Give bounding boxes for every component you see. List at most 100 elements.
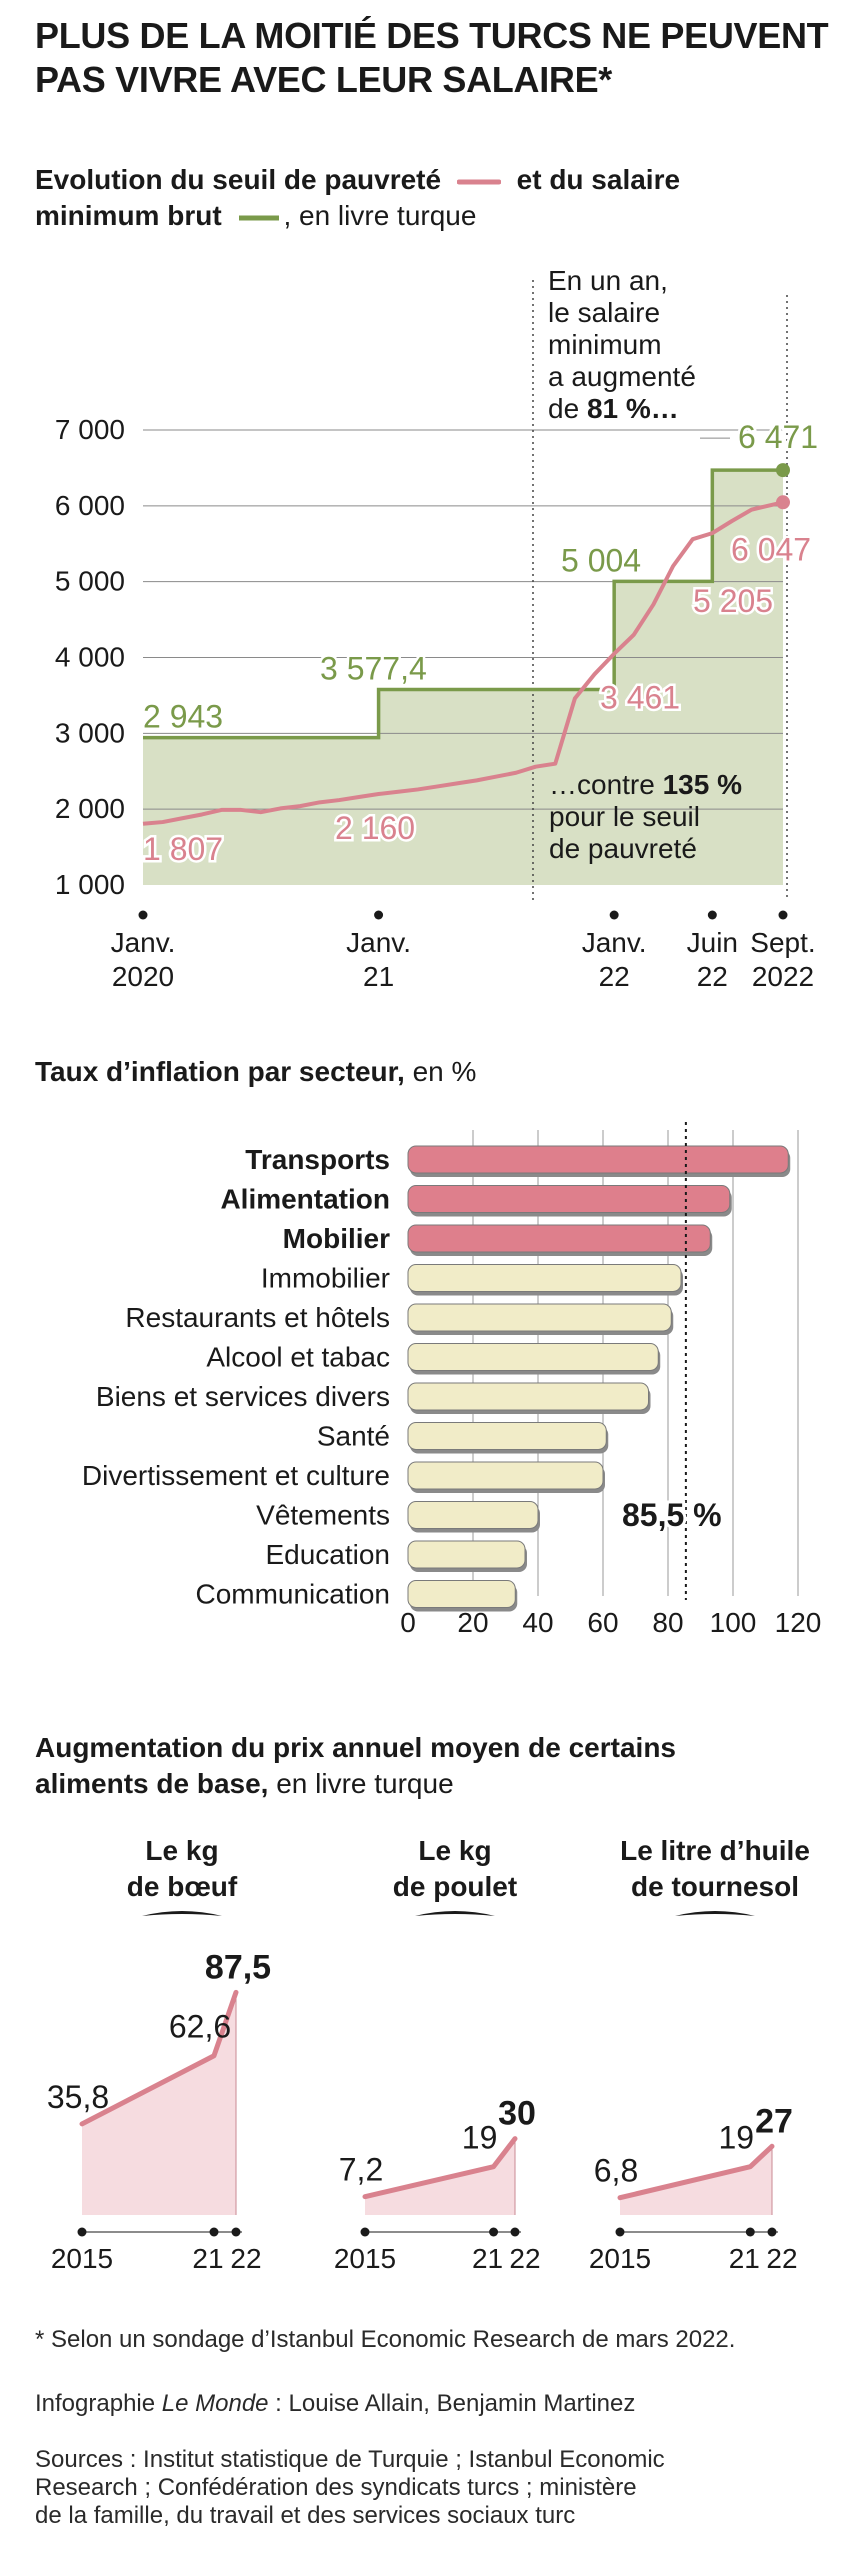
main-title-line1: PLUS DE LA MOITIÉ DES TURCS NE PEUVENT — [35, 15, 829, 56]
bar — [407, 1501, 539, 1529]
annotation-top-line: En un an, — [548, 265, 668, 296]
y-tick-label: 3 000 — [55, 717, 125, 748]
bar-category-label: Biens et services divers — [96, 1381, 390, 1412]
inflation-subtitle-unit: en % — [404, 1056, 477, 1087]
annotation-top-percent-line: de 81 %… — [548, 393, 679, 424]
annotation-top-line: a augmenté — [548, 361, 696, 392]
x-tick-dot — [615, 2227, 625, 2237]
reference-label: 85,5 % — [622, 1497, 722, 1533]
x-tick-label: 2022 — [752, 961, 814, 992]
x-tick-label: 21 — [472, 2243, 503, 2274]
x-tick-label: 100 — [710, 1607, 757, 1638]
x-tick-label: 21 — [192, 2243, 223, 2274]
bar-category-label: Alimentation — [220, 1184, 390, 1215]
inflation-bar-chart: Transports Alimentation Mobilier Immobilier… — [82, 1122, 821, 1638]
annotation-top-line: minimum — [548, 329, 662, 360]
x-tick-label: 22 — [697, 961, 728, 992]
x-tick-label: 2020 — [112, 961, 174, 992]
x-tick-dot — [489, 2227, 499, 2237]
value-label: 62,6 — [169, 2009, 231, 2045]
x-tick-dot — [77, 2227, 87, 2237]
bar-category-label: Vêtements — [256, 1500, 390, 1531]
x-tick-label: Janv. — [346, 927, 411, 958]
credit-prefix: Infographie — [35, 2390, 162, 2417]
x-tick-label: 2015 — [51, 2243, 113, 2274]
x-tick-label: Sept. — [750, 927, 815, 958]
bar — [407, 1264, 682, 1292]
title-underline-mark — [415, 1911, 495, 1916]
bar-category-label: Divertissement et culture — [82, 1460, 390, 1491]
bar-category-label: Transports — [245, 1144, 390, 1175]
wage-subtitle-unit: , en livre turque — [283, 200, 477, 231]
x-tick-label: 40 — [522, 1607, 553, 1638]
wage-legend-swatch — [239, 215, 280, 221]
wage-subtitle-and: et du salaire — [516, 164, 681, 195]
x-tick-dot — [209, 2227, 219, 2237]
bar-category-label: Immobilier — [261, 1263, 390, 1294]
sources: Sources : Institut statistique de Turqui… — [35, 2446, 825, 2530]
bar-category-label: Santé — [317, 1421, 390, 1452]
x-tick-label: 80 — [652, 1607, 683, 1638]
wage-subtitle-min: minimum brut — [35, 200, 222, 231]
annotation-bottom-value: 135 % — [663, 769, 742, 800]
x-tick-dot — [360, 2227, 370, 2237]
value-label: 6 047 — [731, 531, 811, 567]
value-label: 19 — [462, 2120, 498, 2156]
value-label: 5 205 — [693, 583, 773, 619]
x-tick-dot — [778, 910, 788, 920]
x-tick-label: Juin — [687, 927, 738, 958]
y-tick-label: 1 000 — [55, 869, 125, 900]
bar — [407, 1540, 526, 1569]
food-subtitle-line2: aliments de base, — [35, 1768, 269, 1799]
annotation-bottom-line2: pour le seuil — [549, 801, 700, 832]
title-underline-mark — [675, 1911, 755, 1916]
y-tick-label: 6 000 — [55, 490, 125, 521]
x-tick-dot — [707, 910, 717, 920]
value-label: 6,8 — [594, 2153, 638, 2189]
credit: Infographie Le Monde : Louise Allain, Be… — [35, 2390, 825, 2418]
poverty-end-dot — [776, 495, 790, 510]
annotation-top-value: 81 %… — [587, 393, 679, 424]
value-label-latest: 27 — [755, 2102, 793, 2140]
value-label: 1 807 — [143, 831, 223, 867]
food-chart-subtitle: Augmentation du prix annuel moyen de cer… — [35, 1730, 676, 1802]
bar — [407, 1422, 607, 1450]
x-tick-label: Janv. — [582, 927, 647, 958]
wage-chart-subtitle: Evolution du seuil de pauvreté et du sal… — [35, 162, 680, 234]
inflation-chart-subtitle: Taux d’inflation par secteur, en % — [35, 1054, 476, 1090]
x-tick-dot — [374, 910, 384, 920]
wage-poverty-chart: 1 000 2 000 3 000 4 000 5 000 6 000 7 000 2 943… — [55, 263, 821, 993]
inflation-subtitle-bold: Taux d’inflation par secteur, — [35, 1056, 405, 1087]
sources-line3: de la famille, du travail et des service… — [35, 2502, 576, 2529]
y-tick-label: 2 000 — [55, 793, 125, 824]
x-tick-dot — [510, 2227, 520, 2237]
poverty-line — [142, 500, 784, 826]
value-label: 7,2 — [339, 2152, 383, 2188]
bar — [407, 1461, 604, 1490]
bar-category-label: Mobilier — [283, 1223, 390, 1254]
minimum-wage-line — [143, 468, 783, 740]
bar — [407, 1303, 672, 1332]
footnote: * Selon un sondage d’Istanbul Economic R… — [35, 2326, 736, 2353]
x-tick-label: 22 — [230, 2243, 261, 2274]
y-tick-label: 5 000 — [55, 566, 125, 597]
price-area — [82, 1992, 236, 2215]
wage-area-fill — [143, 470, 783, 885]
main-title-line2: PAS VIVRE AVEC LEUR SALAIRE* — [35, 59, 613, 100]
panel-title-line2: de poulet — [393, 1871, 517, 1902]
wage-end-dot — [776, 463, 790, 478]
x-tick-label: 2015 — [334, 2243, 396, 2274]
value-label: 35,8 — [47, 2079, 109, 2115]
value-label: 2 160 — [335, 810, 415, 846]
x-tick-dot — [138, 910, 148, 920]
x-tick-label: 22 — [599, 961, 630, 992]
main-title: PLUS DE LA MOITIÉ DES TURCS NE PEUVENT P… — [35, 14, 835, 102]
poverty-legend-swatch — [456, 179, 502, 185]
annotation-top-prefix: de — [548, 393, 587, 424]
sources-line1: Sources : Institut statistique de Turqui… — [35, 2446, 665, 2473]
x-tick-label: 60 — [587, 1607, 618, 1638]
annotation-bottom-line1: …contre 135 % — [549, 769, 742, 800]
x-tick-label: 0 — [400, 1607, 416, 1638]
